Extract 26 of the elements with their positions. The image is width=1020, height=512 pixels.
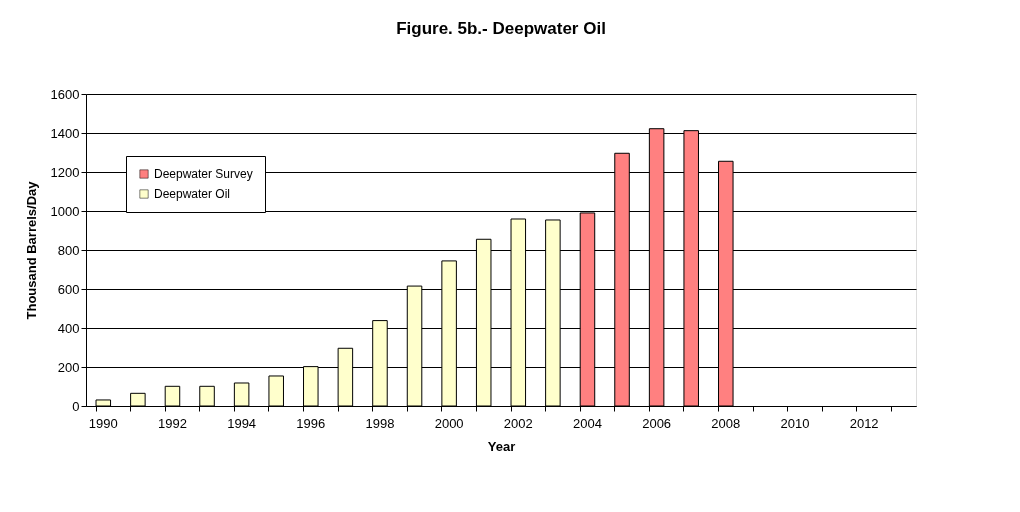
y-tick-label: 1600 <box>50 86 80 102</box>
y-tick-label: 800 <box>57 242 80 258</box>
x-tick-label: 1990 <box>88 415 118 431</box>
x-tick-label: 2008 <box>711 415 741 431</box>
y-tick-label: 1000 <box>50 203 80 219</box>
x-tick-label: 1998 <box>365 415 395 431</box>
y-tick-label: 0 <box>72 398 80 414</box>
y-tick-label: 1200 <box>50 164 80 180</box>
x-tick-label: 2004 <box>573 415 602 431</box>
x-tick-label: 2010 <box>780 415 810 431</box>
y-tick-label: 200 <box>57 359 80 375</box>
x-tick-label: 2012 <box>849 415 879 431</box>
x-tick-label: 2000 <box>434 415 464 431</box>
x-tick-label: 2006 <box>642 415 672 431</box>
x-tick-label: 1996 <box>296 415 326 431</box>
y-tick-label: 1400 <box>50 125 80 141</box>
x-tick-label: 1994 <box>227 415 257 431</box>
legend-label: Deepwater Oil <box>154 187 231 201</box>
y-axis-title: Thousand Barrels/Day <box>23 180 39 320</box>
y-tick-label: 400 <box>57 320 80 336</box>
chart-title: Figure. 5b.- Deepwater Oil <box>396 19 606 38</box>
x-axis-title: Year <box>487 438 516 454</box>
y-tick-label: 600 <box>57 281 80 297</box>
legend-label: Deepwater Survey <box>154 167 253 181</box>
x-tick-label: 2002 <box>503 415 533 431</box>
x-tick-label: 1992 <box>158 415 187 431</box>
